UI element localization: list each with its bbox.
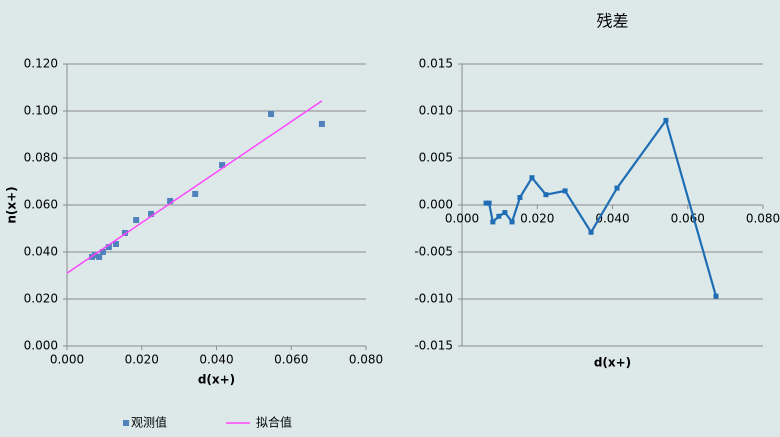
marker xyxy=(219,162,226,169)
y-tick-label: -0.015 xyxy=(414,339,453,353)
series-line xyxy=(66,100,323,274)
y-axis-label: n(x+) xyxy=(5,186,19,223)
y-tick-label: 0.015 xyxy=(419,57,453,71)
series-line xyxy=(486,117,718,297)
chart-title: 残差 xyxy=(596,12,628,31)
y-tick-label: -0.010 xyxy=(414,292,453,306)
marker xyxy=(112,241,119,248)
marker xyxy=(318,120,325,127)
x-tick-label: 0.040 xyxy=(595,212,629,226)
legend-label: 拟合值 xyxy=(256,415,292,430)
y-tick-label: 0.120 xyxy=(24,57,58,71)
marker xyxy=(496,213,502,219)
y-tick-label: -0.005 xyxy=(414,245,453,259)
marker xyxy=(517,194,523,200)
x-tick-label: 0.080 xyxy=(746,212,780,226)
y-tick-label: 0.040 xyxy=(24,245,58,259)
marker xyxy=(99,249,106,255)
marker xyxy=(486,200,492,206)
y-tick-label: 0.060 xyxy=(24,198,58,212)
marker xyxy=(96,253,103,260)
y-tick-label: 0.100 xyxy=(24,104,58,118)
marker xyxy=(490,219,496,225)
marker xyxy=(502,210,508,216)
y-tick-label: 0.000 xyxy=(24,339,58,353)
x-tick-label: 0.080 xyxy=(349,353,383,367)
legend-swatch xyxy=(123,420,129,426)
x-tick-label: 0.060 xyxy=(274,353,308,367)
y-tick-label: 0.020 xyxy=(24,292,58,306)
marker xyxy=(268,111,275,118)
x-tick-label: 0.020 xyxy=(125,353,159,367)
x-tick-label: 0.000 xyxy=(445,212,479,226)
marker xyxy=(509,219,515,225)
marker xyxy=(614,185,620,191)
marker xyxy=(483,200,489,206)
marker xyxy=(562,188,568,194)
marker xyxy=(588,229,594,235)
marker xyxy=(663,117,669,123)
x-tick-label: 0.060 xyxy=(671,212,705,226)
marker xyxy=(167,198,174,205)
y-tick-label: 0.005 xyxy=(419,151,453,165)
marker xyxy=(105,244,112,251)
x-tick-label: 0.040 xyxy=(199,353,233,367)
y-tick-label: 0.010 xyxy=(419,104,453,118)
y-tick-label: 0.080 xyxy=(24,151,58,165)
x-tick-label: 0.020 xyxy=(520,212,554,226)
x-axis-label: d(x+) xyxy=(594,356,631,370)
marker xyxy=(121,229,128,236)
y-tick-label: 0.000 xyxy=(419,198,453,212)
marker xyxy=(543,192,549,198)
legend-label: 观测值 xyxy=(131,415,167,430)
marker xyxy=(713,293,719,299)
marker xyxy=(133,217,140,224)
marker xyxy=(148,210,155,217)
x-tick-label: 0.000 xyxy=(50,353,84,367)
x-axis-label: d(x+) xyxy=(198,373,235,387)
marker xyxy=(529,175,535,181)
marker xyxy=(192,190,199,197)
